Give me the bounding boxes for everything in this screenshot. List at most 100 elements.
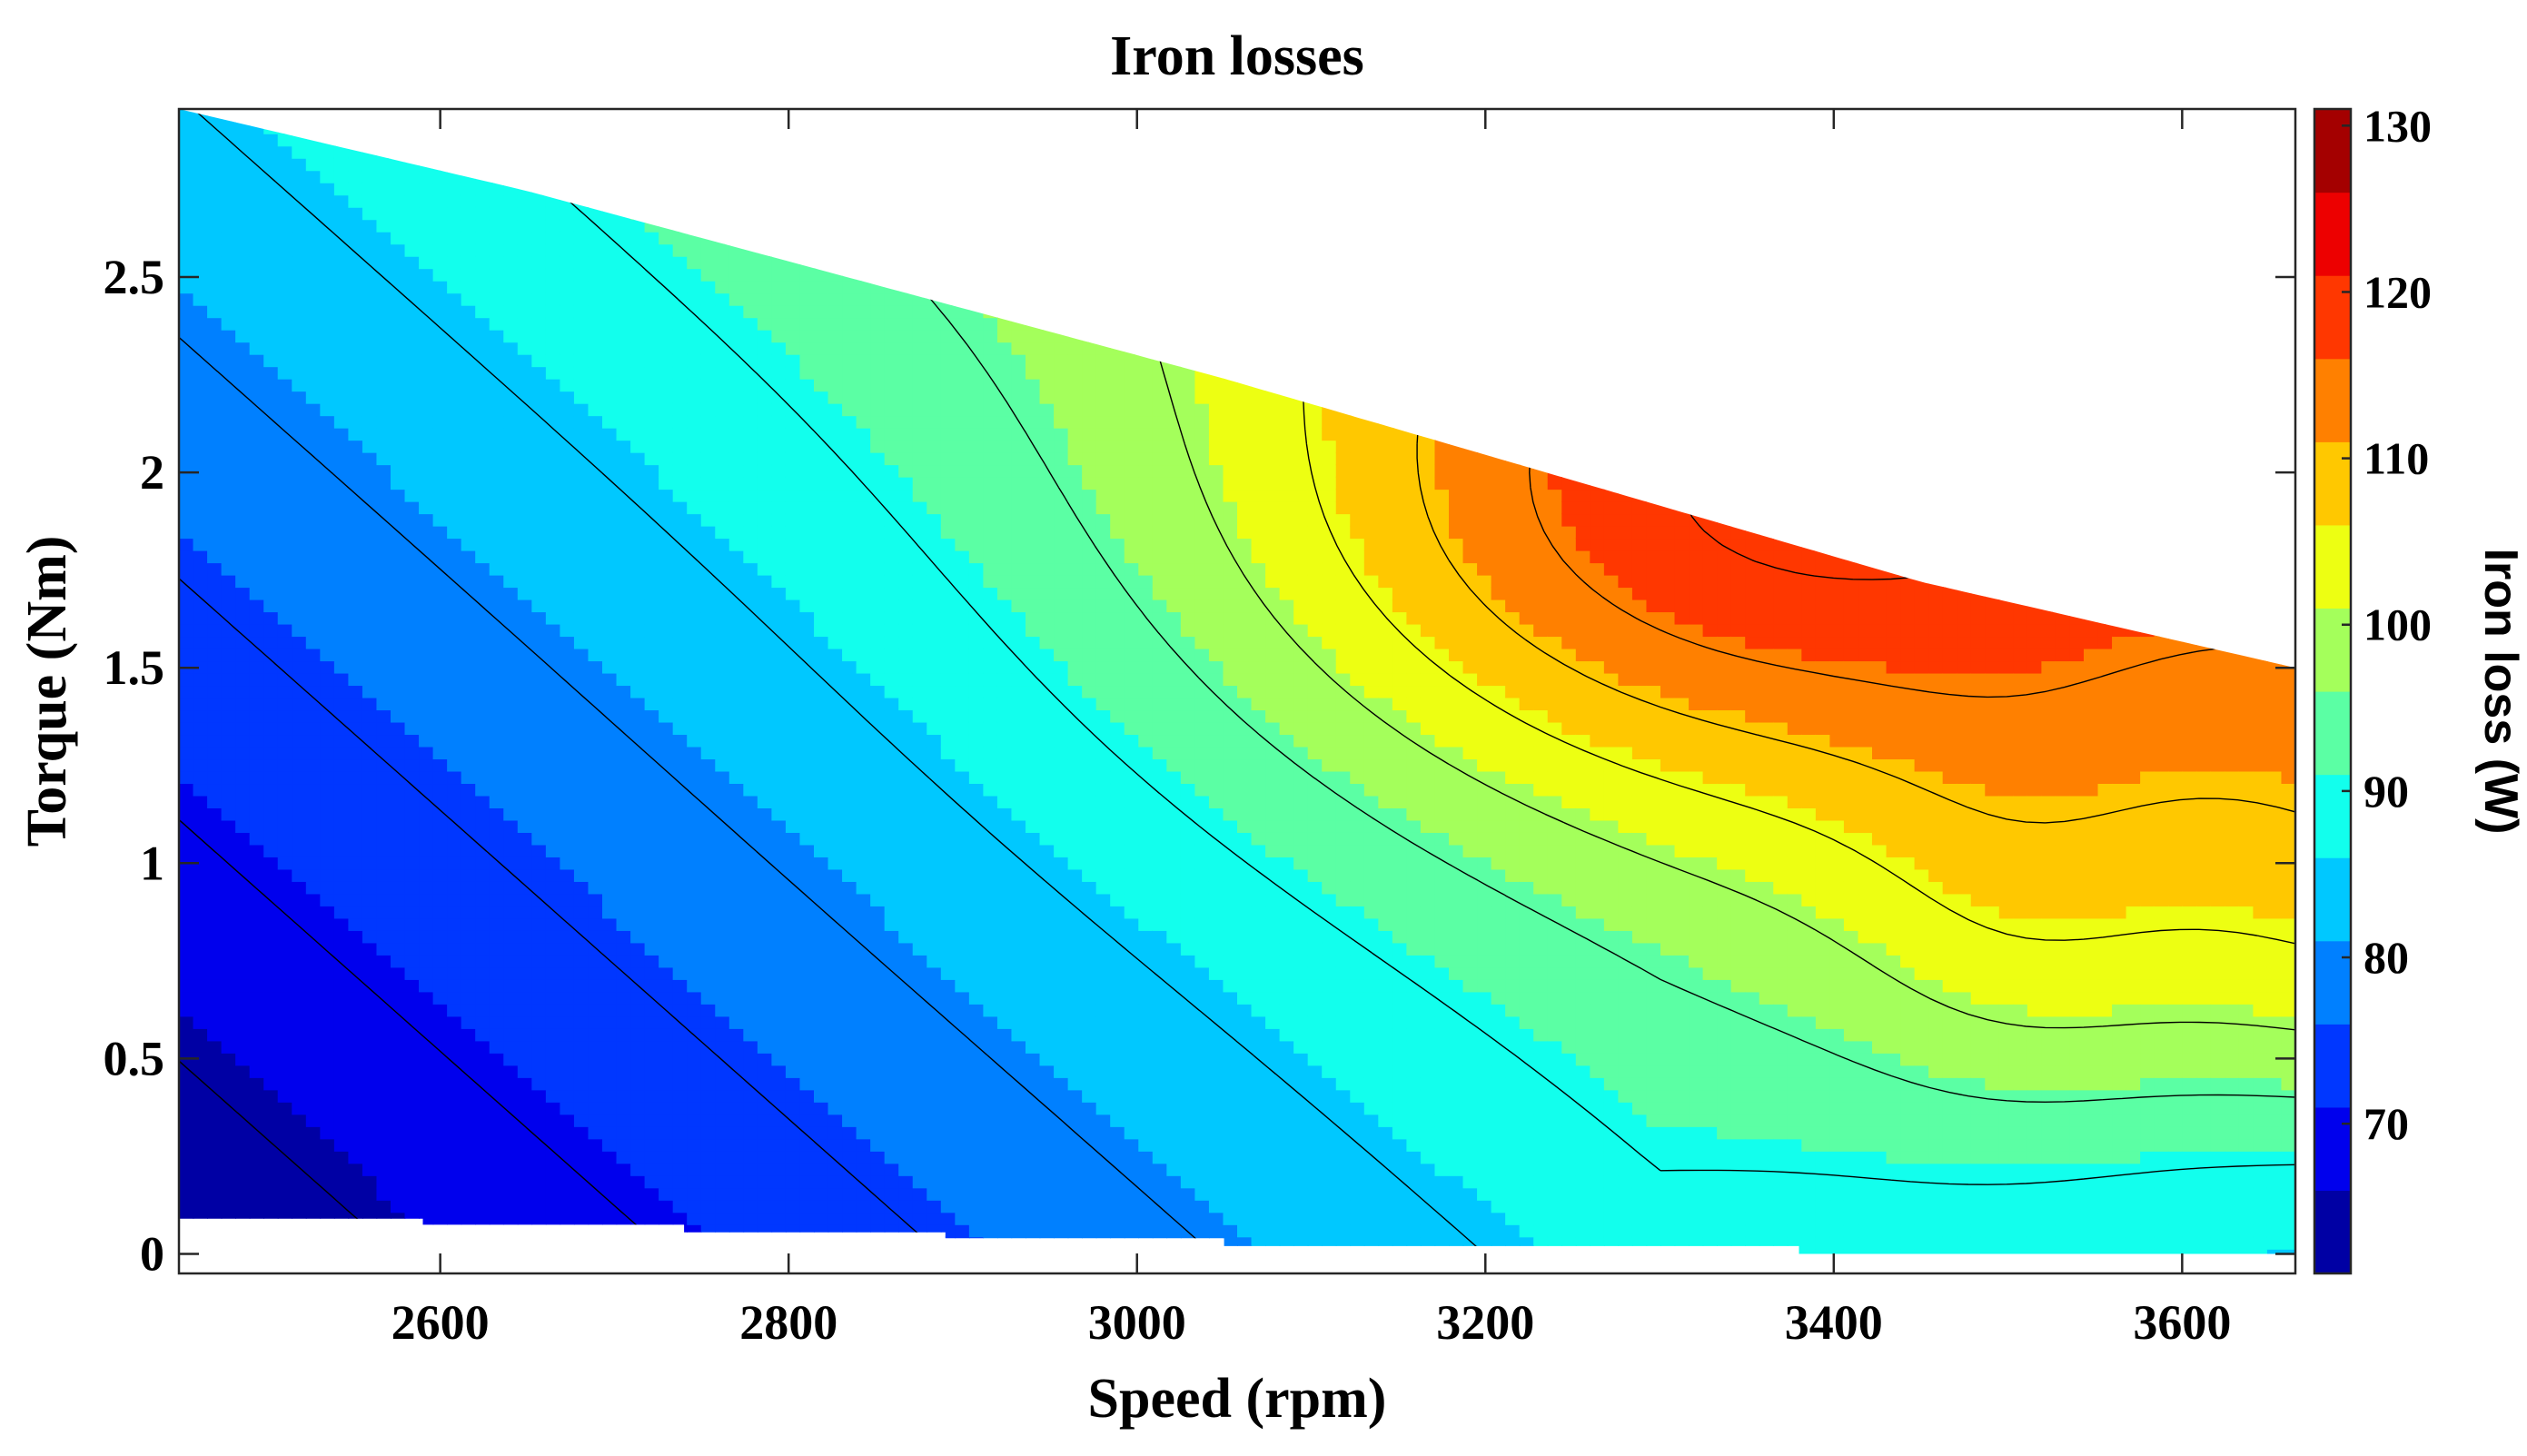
contour-cell — [531, 464, 547, 478]
contour-cell — [560, 1126, 575, 1140]
contour-cell — [672, 1151, 688, 1164]
contour-cell — [376, 1015, 391, 1029]
contour-cell — [715, 440, 730, 453]
contour-cell — [728, 685, 745, 698]
contour-cell — [799, 1028, 815, 1042]
contour-cell — [884, 1102, 899, 1115]
contour-cell — [517, 819, 533, 833]
contour-cell — [715, 660, 730, 674]
contour-cell — [263, 1053, 279, 1066]
contour-cell — [475, 194, 491, 208]
contour-cell — [700, 440, 717, 453]
contour-cell — [799, 599, 815, 613]
contour-cell — [362, 979, 378, 993]
contour-cell — [560, 231, 575, 245]
contour-cell — [827, 709, 843, 723]
contour-cell — [799, 329, 815, 343]
contour-cell — [447, 770, 462, 785]
contour-cell — [376, 1175, 391, 1189]
contour-cell — [503, 893, 519, 906]
contour-cell — [362, 292, 378, 306]
contour-cell — [517, 1138, 533, 1152]
contour-cell — [728, 648, 745, 662]
contour-cell — [333, 930, 350, 944]
contour-cell — [842, 648, 857, 662]
contour-cell — [616, 648, 631, 662]
contour-cell — [461, 783, 476, 797]
contour-cell — [728, 562, 745, 576]
contour-cell — [728, 1175, 745, 1189]
contour-cell — [391, 587, 406, 600]
contour-cell — [785, 697, 801, 711]
contour-cell — [644, 1028, 659, 1042]
contour-cell — [531, 304, 547, 319]
contour-cell — [263, 795, 279, 808]
contour-cell — [545, 1151, 561, 1164]
contour-cell — [827, 1175, 843, 1189]
contour-cell — [545, 280, 561, 294]
contour-cell — [320, 1028, 335, 1042]
contour-cell — [475, 648, 491, 662]
contour-cell — [419, 1200, 434, 1213]
contour-cell — [687, 280, 702, 294]
contour-cell — [884, 734, 899, 748]
contour-cell — [221, 255, 236, 270]
contour-cell — [461, 489, 476, 502]
contour-cell — [305, 623, 322, 638]
contour-cell — [348, 219, 363, 233]
contour-cell — [560, 427, 575, 441]
contour-cell — [602, 550, 618, 564]
contour-cell — [757, 1040, 773, 1054]
contour-cell — [898, 1138, 914, 1152]
contour-cell — [715, 1151, 730, 1164]
contour-cell — [884, 721, 899, 736]
contour-cell — [305, 292, 322, 306]
contour-cell — [728, 1028, 745, 1042]
contour-cell — [305, 1089, 322, 1103]
contour-cell — [249, 1187, 264, 1201]
contour-cell — [376, 795, 391, 808]
contour-cell — [404, 1004, 420, 1017]
contour-cell — [249, 611, 264, 625]
contour-cell — [672, 1004, 688, 1017]
contour-cell — [419, 844, 434, 857]
contour-cell — [630, 329, 646, 343]
contour-cell — [305, 966, 322, 980]
contour-cell — [856, 832, 871, 846]
contour-cell — [672, 844, 688, 857]
contour-cell — [235, 819, 251, 833]
contour-cell — [517, 268, 533, 282]
contour-cell — [517, 832, 533, 846]
contour-cell — [616, 930, 631, 944]
contour-cell — [700, 476, 717, 490]
contour-cell — [912, 734, 928, 748]
contour-cell — [320, 906, 335, 919]
contour-cell — [235, 268, 251, 282]
contour-cell — [193, 255, 208, 270]
contour-cell — [630, 1053, 646, 1066]
contour-cell — [743, 906, 758, 919]
contour-cell — [771, 292, 787, 306]
contour-cell — [461, 1028, 476, 1042]
contour-cell — [644, 1212, 659, 1225]
contour-cell — [391, 685, 406, 698]
contour-cell — [659, 464, 674, 478]
contour-cell — [419, 881, 434, 895]
contour-cell — [376, 819, 391, 833]
contour-cell — [743, 500, 758, 515]
chart-title: Iron losses — [1110, 25, 1364, 87]
contour-cell — [588, 611, 603, 625]
contour-cell — [757, 574, 773, 589]
contour-cell — [573, 562, 590, 576]
contour-cell — [672, 1028, 688, 1042]
contour-cell — [799, 807, 815, 821]
contour-cell — [235, 1175, 251, 1189]
contour-cell — [814, 1028, 829, 1042]
contour-cell — [687, 440, 702, 453]
contour-cell — [179, 440, 194, 453]
contour-cell — [728, 1065, 745, 1078]
contour-cell — [235, 1015, 251, 1029]
contour-cell — [715, 611, 730, 625]
contour-cell — [884, 574, 899, 589]
contour-cell — [277, 636, 293, 649]
